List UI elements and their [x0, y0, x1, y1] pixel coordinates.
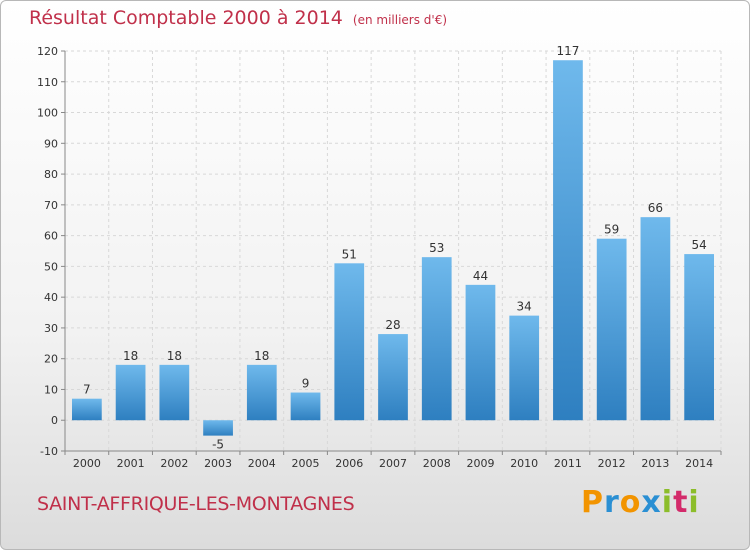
chart-subtitle: (en milliers d'€): [352, 13, 448, 27]
proxiti-logo: Proxiti: [581, 485, 700, 520]
x-tick-label-2005: 2005: [292, 457, 320, 470]
bar-2001: [115, 364, 146, 421]
bar-2004: [246, 364, 277, 421]
y-tick-label: 0: [51, 414, 58, 427]
x-tick-label-2011: 2011: [554, 457, 582, 470]
bar-2014: [684, 254, 715, 421]
chart-title: Résultat Comptable 2000 à 2014 (en millie…: [29, 7, 447, 29]
logo-letter: P: [581, 485, 604, 520]
bar-2005: [290, 392, 321, 421]
bar-2006: [334, 263, 365, 421]
logo-letter: r: [604, 485, 620, 520]
y-tick-label: 60: [44, 230, 58, 243]
y-tick-label: 100: [37, 107, 58, 120]
bar-2002: [159, 364, 190, 421]
x-tick-label-2001: 2001: [117, 457, 145, 470]
bar-2012: [596, 238, 627, 421]
y-tick-label: 120: [37, 45, 58, 58]
data-label-2012: 59: [604, 223, 619, 237]
x-tick-label-2007: 2007: [379, 457, 407, 470]
data-label-2002: 18: [167, 349, 182, 363]
x-tick-label-2013: 2013: [641, 457, 669, 470]
data-label-2006: 51: [342, 247, 357, 261]
data-label-2007: 28: [385, 318, 400, 332]
data-label-2004: 18: [254, 349, 269, 363]
y-tick-label: 90: [44, 137, 58, 150]
title-text: Résultat Comptable 2000 à 2014: [29, 7, 343, 29]
y-tick-label: -10: [40, 445, 58, 458]
data-label-2014: 54: [691, 238, 706, 252]
y-tick-label: 40: [44, 291, 58, 304]
data-label-2001: 18: [123, 349, 138, 363]
data-labels: 7 18 18 -5 18 9 51 28 53 44 34 117 59 66 54: [83, 44, 707, 451]
x-tick-label-2010: 2010: [510, 457, 538, 470]
y-tick-label: 110: [37, 76, 58, 89]
bar-2013: [640, 217, 671, 421]
data-label-2013: 66: [648, 201, 663, 215]
y-tick-label: 10: [44, 383, 58, 396]
data-label-2000: 7: [83, 383, 91, 397]
bar-2011: [553, 60, 583, 421]
bar-2000: [71, 398, 102, 421]
logo-letter: t: [673, 485, 689, 520]
y-tick-label: 70: [44, 199, 58, 212]
data-label-2011: 117: [556, 44, 579, 58]
x-tick-label-2004: 2004: [248, 457, 276, 470]
bars: [71, 60, 715, 436]
logo-letter: o: [619, 485, 642, 520]
x-tick-label-2012: 2012: [598, 457, 626, 470]
data-label-2003: -5: [212, 438, 224, 452]
data-label-2009: 44: [473, 269, 488, 283]
axes: -10 0 10 20 30 40 50 60 70 80 90 100 110 120 2000 2001 2…: [37, 45, 722, 470]
x-tick-label-2006: 2006: [335, 457, 363, 470]
x-tick-label-2009: 2009: [466, 457, 494, 470]
logo-letter: i: [688, 485, 700, 520]
x-tick-label-2002: 2002: [160, 457, 188, 470]
bar-2009: [465, 284, 496, 421]
bar-2008: [421, 257, 452, 421]
y-tick-label: 20: [44, 353, 58, 366]
x-tick-label-2003: 2003: [204, 457, 232, 470]
y-tick-label: 30: [44, 322, 58, 335]
x-tick-label-2014: 2014: [685, 457, 713, 470]
data-label-2010: 34: [517, 300, 532, 314]
x-tick-label-2000: 2000: [73, 457, 101, 470]
bar-2007: [378, 334, 408, 421]
data-label-2008: 53: [429, 241, 444, 255]
y-tick-label: 80: [44, 168, 58, 181]
bar-2010: [509, 315, 540, 421]
commune-name: SAINT-AFFRIQUE-LES-MONTAGNES: [37, 493, 355, 515]
bar-2003: [203, 420, 233, 436]
y-tick-label: 50: [44, 260, 58, 273]
logo-letter: x: [641, 485, 662, 520]
logo-letter: i: [661, 485, 674, 520]
data-label-2005: 9: [302, 377, 310, 391]
x-tick-label-2008: 2008: [423, 457, 451, 470]
